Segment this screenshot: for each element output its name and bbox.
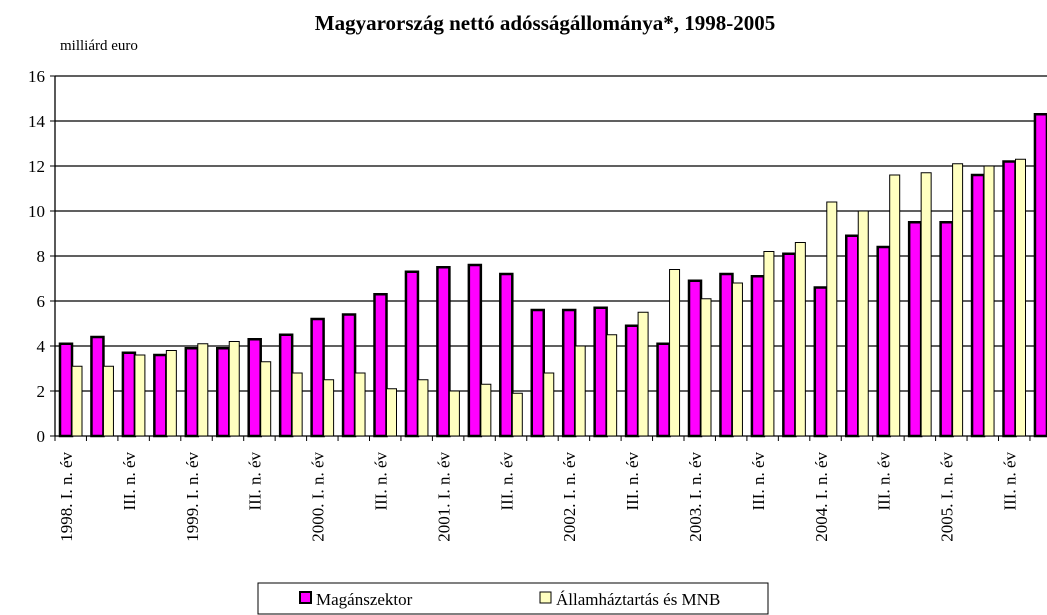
bar xyxy=(121,351,137,438)
bar xyxy=(165,350,177,437)
bar xyxy=(386,388,397,437)
y-tick-label: 0 xyxy=(37,427,46,446)
chart-title: Magyarország nettó adósságállománya*, 19… xyxy=(315,11,775,35)
y-axis-label: milliárd euro xyxy=(60,38,138,54)
bar xyxy=(687,279,703,438)
x-tick-label: 1999. I. n. év xyxy=(183,452,202,542)
bar xyxy=(1002,160,1017,438)
legend-label: Államháztartás és MNB xyxy=(556,590,720,609)
x-tick-label: 2005. I. n. év xyxy=(938,452,957,542)
bar xyxy=(417,379,429,437)
bar xyxy=(593,306,608,438)
x-tick-label: III. n. év xyxy=(372,452,391,511)
bar xyxy=(574,345,586,437)
bar xyxy=(952,163,964,437)
bar xyxy=(1015,158,1026,437)
bar xyxy=(448,390,460,437)
bar xyxy=(341,313,357,438)
x-tick-label: III. n. év xyxy=(120,452,139,511)
bar xyxy=(530,308,545,438)
bar xyxy=(90,335,105,438)
y-tick-label: 8 xyxy=(37,247,46,266)
x-tick-label: III. n. év xyxy=(497,452,516,511)
bar xyxy=(260,361,272,437)
bar xyxy=(71,365,83,437)
bar xyxy=(278,333,294,438)
bar xyxy=(543,372,555,437)
bar xyxy=(983,165,995,437)
x-tick-label: 2000. I. n. év xyxy=(309,452,328,542)
bar xyxy=(436,266,451,438)
bar xyxy=(373,293,388,438)
bar xyxy=(404,270,420,438)
x-tick-label: 2002. I. n. év xyxy=(560,452,579,542)
bar xyxy=(700,298,712,437)
bar xyxy=(511,392,523,437)
bar xyxy=(184,347,200,438)
y-tick-label: 2 xyxy=(37,382,46,401)
legend-swatch xyxy=(299,591,312,604)
bar xyxy=(153,353,168,438)
bar xyxy=(970,173,986,438)
y-tick-label: 10 xyxy=(28,202,45,221)
y-tick-label: 4 xyxy=(37,337,46,356)
y-tick-label: 6 xyxy=(37,292,46,311)
legend-label: Magánszektor xyxy=(316,590,413,609)
bar xyxy=(826,201,838,437)
bar xyxy=(719,272,734,438)
x-tick-label: III. n. év xyxy=(875,452,894,511)
x-tick-label: III. n. év xyxy=(623,452,642,511)
bar xyxy=(750,275,766,438)
bar xyxy=(763,251,775,437)
bar xyxy=(857,210,869,437)
x-tick-label: 2001. I. n. év xyxy=(434,452,453,542)
x-tick-label: 2004. I. n. év xyxy=(812,452,831,542)
bar xyxy=(606,334,618,437)
bar xyxy=(920,172,932,437)
bar xyxy=(939,221,954,438)
bar xyxy=(134,354,146,437)
bar xyxy=(323,379,335,437)
legend-box xyxy=(257,582,769,615)
x-tick-label: III. n. év xyxy=(749,452,768,511)
bar xyxy=(1033,113,1047,438)
bar xyxy=(731,282,743,437)
bar xyxy=(467,263,483,438)
bar xyxy=(561,308,577,438)
y-tick-label: 16 xyxy=(28,67,45,86)
bar xyxy=(354,372,366,437)
y-tick-label: 14 xyxy=(28,112,46,131)
bar xyxy=(499,272,514,438)
bar xyxy=(794,242,806,437)
bar xyxy=(58,342,74,438)
bar xyxy=(624,324,640,438)
bar xyxy=(907,221,923,438)
bar xyxy=(228,341,240,437)
bar xyxy=(889,174,901,437)
bar xyxy=(637,311,649,437)
x-tick-label: 1998. I. n. év xyxy=(57,452,76,542)
bar xyxy=(291,372,303,437)
bar xyxy=(782,252,797,438)
bar xyxy=(310,317,325,438)
bar xyxy=(669,269,681,437)
legend-swatch xyxy=(539,591,552,604)
bar xyxy=(216,347,231,438)
bar xyxy=(247,338,262,438)
bar xyxy=(876,245,891,438)
y-tick-label: 12 xyxy=(28,157,45,176)
bar xyxy=(656,342,671,438)
bar xyxy=(102,365,114,437)
bar xyxy=(845,234,860,438)
x-tick-label: III. n. év xyxy=(1001,452,1020,511)
bar xyxy=(197,343,209,437)
x-tick-label: 2003. I. n. év xyxy=(686,452,705,542)
bar xyxy=(480,383,492,437)
bar xyxy=(813,286,829,438)
x-tick-label: III. n. év xyxy=(246,452,265,511)
